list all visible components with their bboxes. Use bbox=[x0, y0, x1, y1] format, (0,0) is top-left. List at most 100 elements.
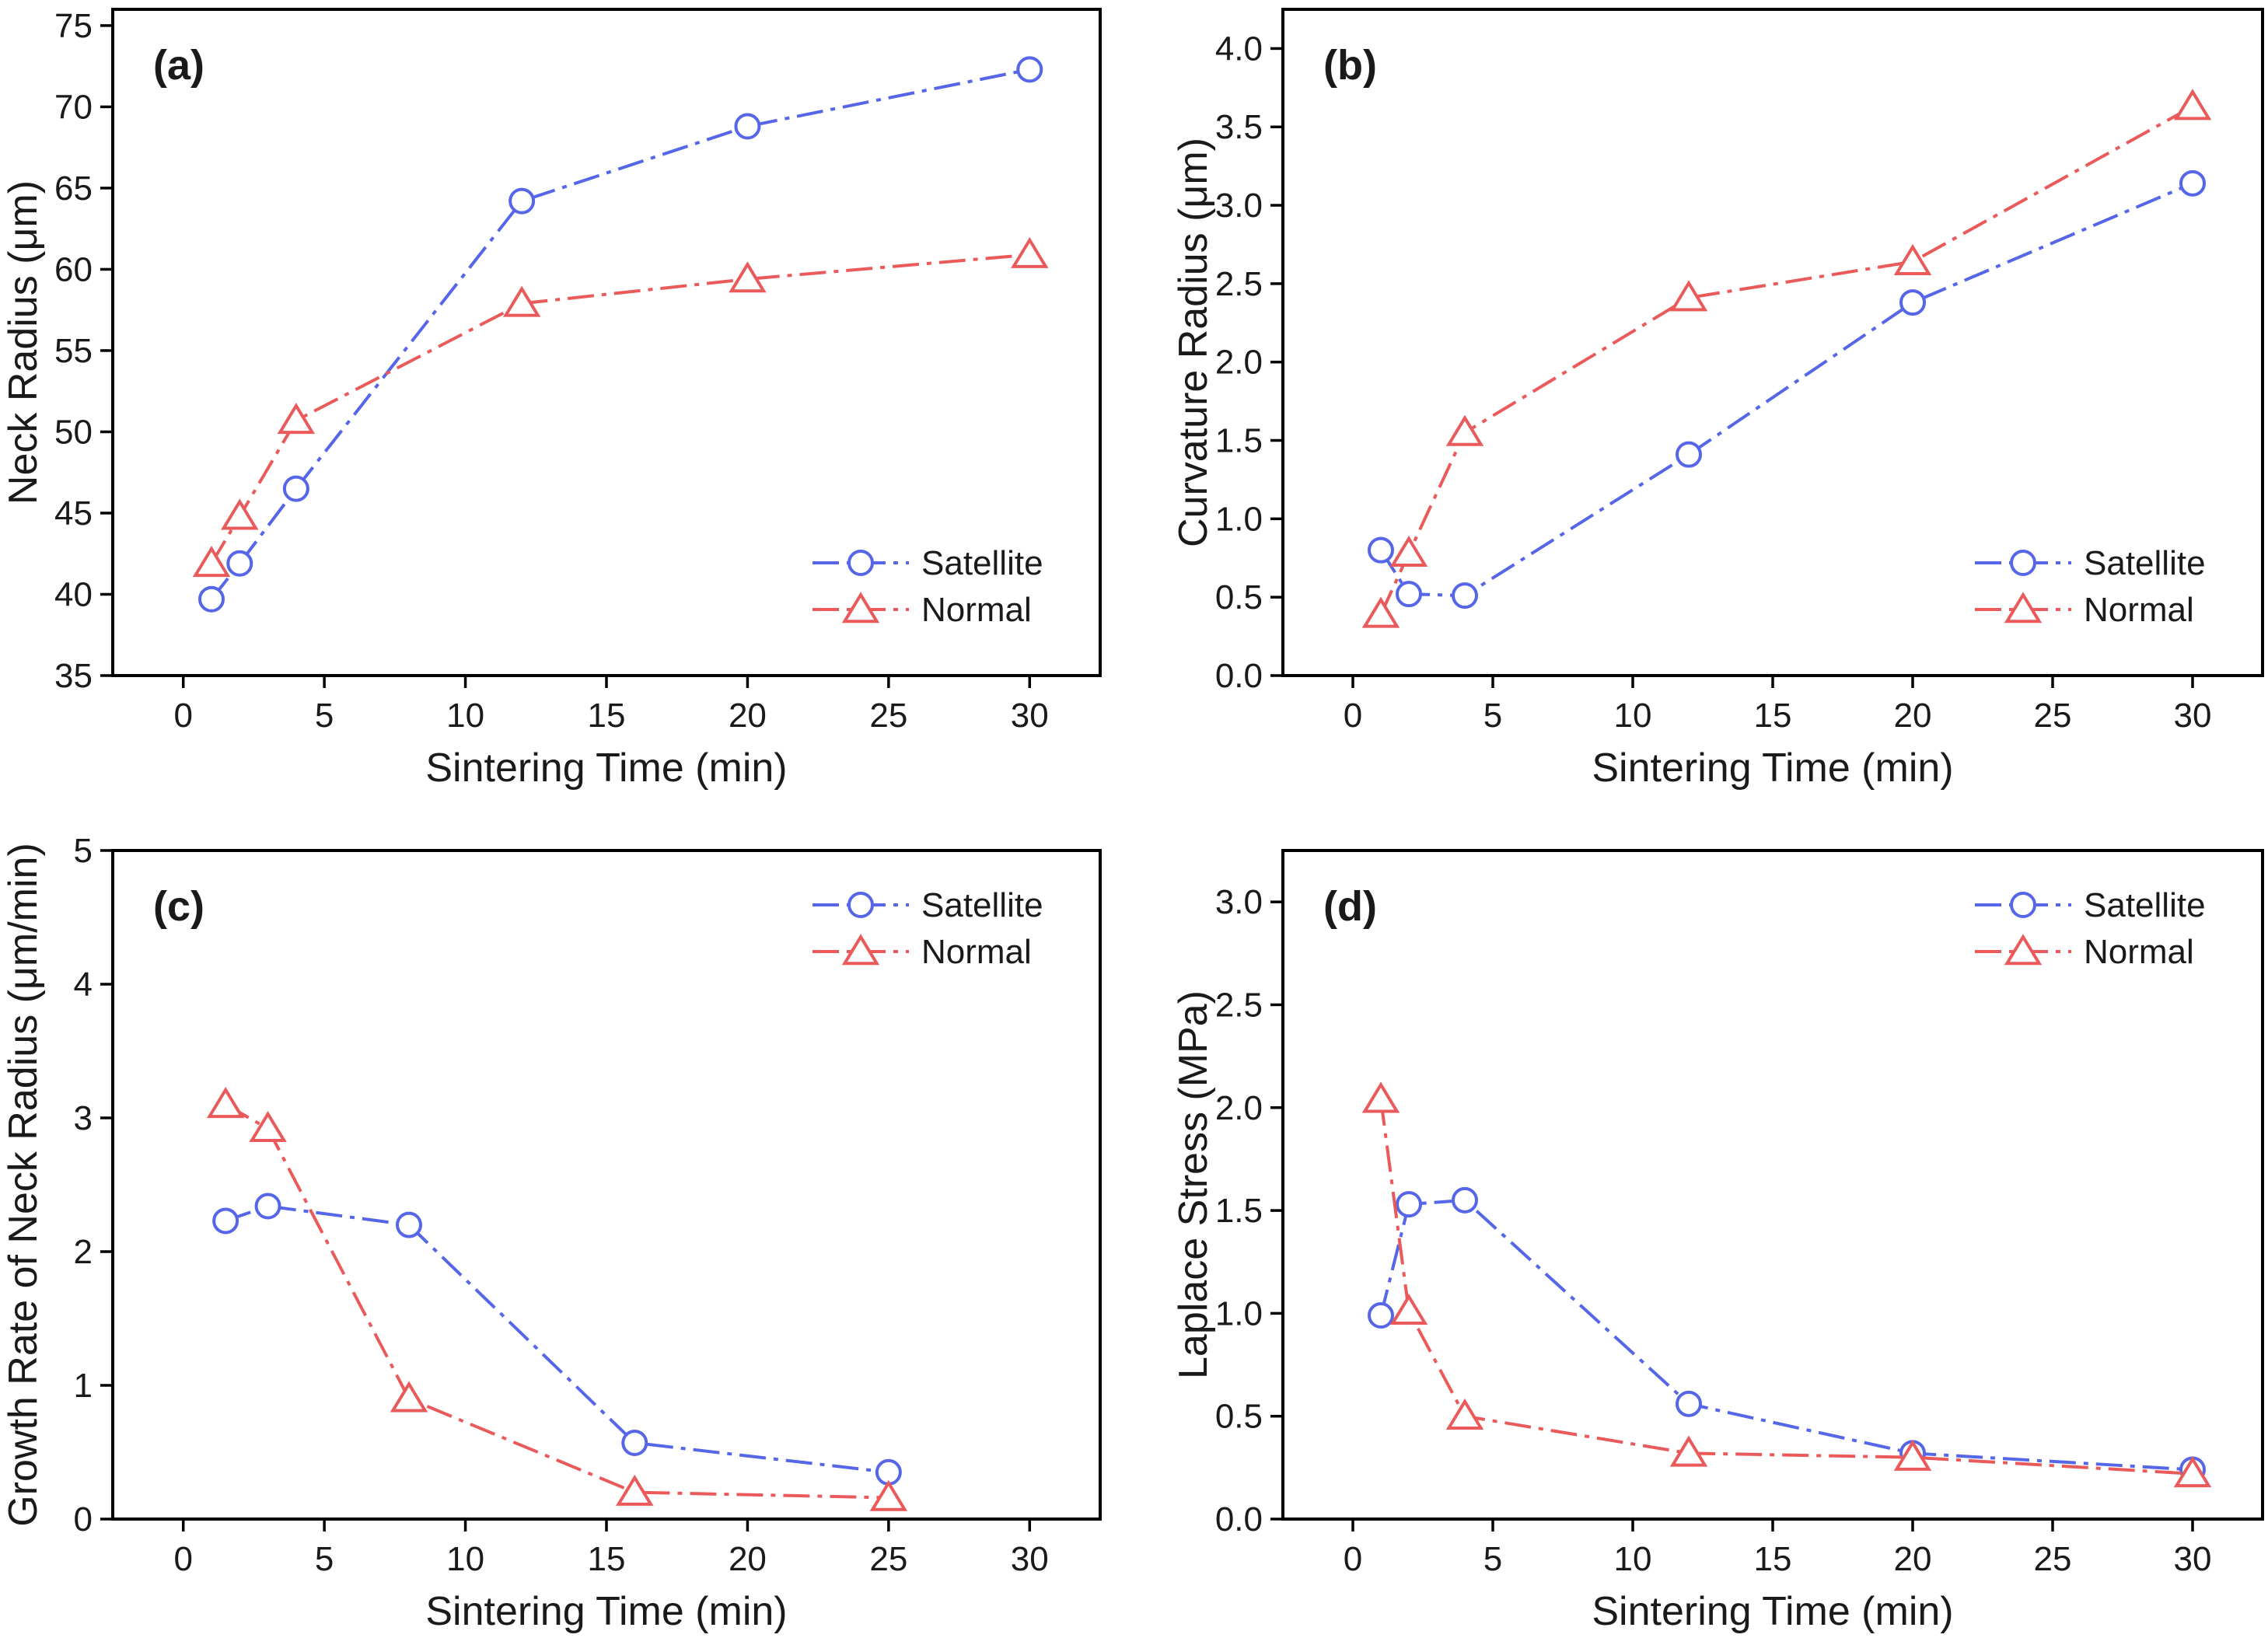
legend-marker bbox=[2004, 934, 2043, 966]
data-point bbox=[277, 403, 316, 435]
data-point bbox=[1676, 1390, 1702, 1417]
x-tick-label: 25 bbox=[2034, 697, 2072, 735]
legend-marker bbox=[2010, 892, 2036, 918]
data-point bbox=[1893, 1439, 1932, 1471]
y-tick-label: 2.5 bbox=[1215, 986, 1263, 1024]
series-line bbox=[225, 1204, 889, 1474]
x-tick-label: 20 bbox=[1894, 1540, 1932, 1578]
x-tick-label: 25 bbox=[2034, 1540, 2072, 1578]
y-tick-label: 1.5 bbox=[1215, 422, 1263, 460]
panel-label: (a) bbox=[153, 42, 204, 89]
x-axis-label: Sintering Time (min) bbox=[1592, 1589, 1953, 1634]
data-point bbox=[1445, 1398, 1484, 1430]
legend-item-satellite: Satellite bbox=[1975, 886, 2206, 924]
legend-label: Satellite bbox=[921, 544, 1043, 582]
data-point bbox=[1011, 236, 1049, 268]
y-tick-label: 1.0 bbox=[1215, 500, 1263, 538]
panel-label: (b) bbox=[1323, 42, 1377, 89]
legend-item-satellite: Satellite bbox=[1975, 544, 2206, 582]
data-point bbox=[1389, 535, 1428, 568]
y-tick-label: 60 bbox=[54, 250, 93, 288]
x-tick-label: 5 bbox=[315, 697, 334, 735]
data-point bbox=[254, 1193, 281, 1220]
x-tick-label: 30 bbox=[1011, 697, 1049, 735]
data-point bbox=[1893, 243, 1932, 275]
legend-label: Normal bbox=[921, 591, 1032, 629]
y-tick-label: 4 bbox=[74, 966, 93, 1004]
data-point bbox=[1396, 581, 1422, 608]
y-tick-label: 0.0 bbox=[1215, 657, 1263, 695]
y-tick-label: 3.5 bbox=[1215, 108, 1263, 146]
y-tick-label: 40 bbox=[54, 575, 93, 613]
data-point bbox=[390, 1381, 428, 1413]
series-satellite bbox=[212, 1193, 902, 1486]
data-point bbox=[396, 1211, 422, 1238]
series-normal bbox=[192, 236, 1049, 578]
panel-d: 0 5 10 15 20 25 30 0.0 0.5 1.0 1.5 2.0 2.5 3.0 Sinteri… bbox=[1171, 849, 2264, 1634]
legend-label: Normal bbox=[2084, 591, 2194, 629]
y-tick-label: 2.0 bbox=[1215, 1089, 1263, 1127]
panel-c: 0 5 10 15 20 25 30 0 1 2 3 4 5 Sintering Time (min) Gr… bbox=[1, 832, 1102, 1634]
y-tick-label: 4.0 bbox=[1215, 30, 1263, 68]
legend-marker bbox=[2010, 550, 2036, 576]
series-line bbox=[1379, 105, 2193, 616]
x-tick-label: 10 bbox=[446, 1540, 484, 1578]
y-tick-label: 3 bbox=[74, 1099, 93, 1137]
legend-label: Normal bbox=[921, 933, 1032, 971]
data-point bbox=[192, 546, 231, 578]
series-satellite bbox=[198, 56, 1043, 613]
y-tick-label: 5 bbox=[74, 832, 93, 870]
x-tick-label: 5 bbox=[1483, 697, 1502, 735]
y-tick-label: 70 bbox=[54, 88, 93, 126]
legend-item-normal: Normal bbox=[1975, 933, 2194, 971]
series-line bbox=[1379, 1198, 2193, 1472]
x-tick-label: 5 bbox=[1483, 1540, 1502, 1578]
y-tick-label: 0.5 bbox=[1215, 578, 1263, 616]
data-point bbox=[2173, 89, 2212, 120]
series-satellite bbox=[1368, 169, 2206, 609]
x-tick-label: 20 bbox=[1894, 697, 1932, 735]
x-tick-label: 15 bbox=[1754, 1540, 1792, 1578]
legend-label: Normal bbox=[2084, 933, 2194, 971]
panel-a: 0 5 10 15 20 25 30 35 40 45 50 55 60 65 70 75 Sintering … bbox=[1, 7, 1102, 791]
series-normal bbox=[1361, 1081, 2212, 1488]
data-point bbox=[226, 550, 253, 577]
data-point bbox=[249, 1110, 287, 1143]
x-tick-label: 30 bbox=[2174, 1540, 2212, 1578]
legend-item-normal: Normal bbox=[812, 933, 1032, 971]
y-tick-label: 1 bbox=[74, 1367, 93, 1405]
data-point bbox=[1368, 536, 1394, 564]
data-point bbox=[2179, 169, 2206, 197]
data-point bbox=[2173, 1456, 2212, 1488]
data-point bbox=[508, 187, 536, 215]
data-point bbox=[198, 585, 225, 613]
y-tick-label: 1.0 bbox=[1215, 1294, 1263, 1332]
y-tick-label: 55 bbox=[54, 332, 93, 370]
x-tick-label: 0 bbox=[173, 1540, 192, 1578]
data-point bbox=[1676, 441, 1702, 468]
series-normal bbox=[206, 1087, 908, 1511]
legend-marker bbox=[847, 550, 874, 576]
data-point bbox=[729, 261, 767, 293]
x-axis-label: Sintering Time (min) bbox=[425, 746, 787, 791]
data-point bbox=[282, 475, 309, 502]
y-axis-label: Laplace Stress (MPa) bbox=[1171, 990, 1216, 1379]
data-point bbox=[1669, 280, 1708, 312]
y-tick-label: 3.0 bbox=[1215, 187, 1263, 225]
series-normal bbox=[1361, 89, 2212, 628]
y-axis-label: Growth Rate of Neck Radius (μm/min) bbox=[1, 843, 46, 1527]
y-axis-label: Curvature Radius (μm) bbox=[1171, 138, 1216, 547]
data-point bbox=[1445, 414, 1484, 446]
y-tick-label: 2.0 bbox=[1215, 344, 1263, 382]
y-tick-label: 3.0 bbox=[1215, 883, 1263, 921]
x-tick-label: 30 bbox=[1011, 1540, 1049, 1578]
y-axis-label: Neck Radius (μm) bbox=[1, 180, 46, 505]
x-tick-label: 5 bbox=[315, 1540, 334, 1578]
legend: Satellite Normal bbox=[1975, 544, 2206, 629]
y-tick-label: 45 bbox=[54, 494, 93, 533]
panel-label: (c) bbox=[153, 883, 204, 930]
legend-marker bbox=[841, 934, 880, 966]
y-tick-label: 2 bbox=[74, 1233, 93, 1271]
legend-item-satellite: Satellite bbox=[812, 886, 1043, 924]
series-line bbox=[1379, 1098, 2193, 1476]
